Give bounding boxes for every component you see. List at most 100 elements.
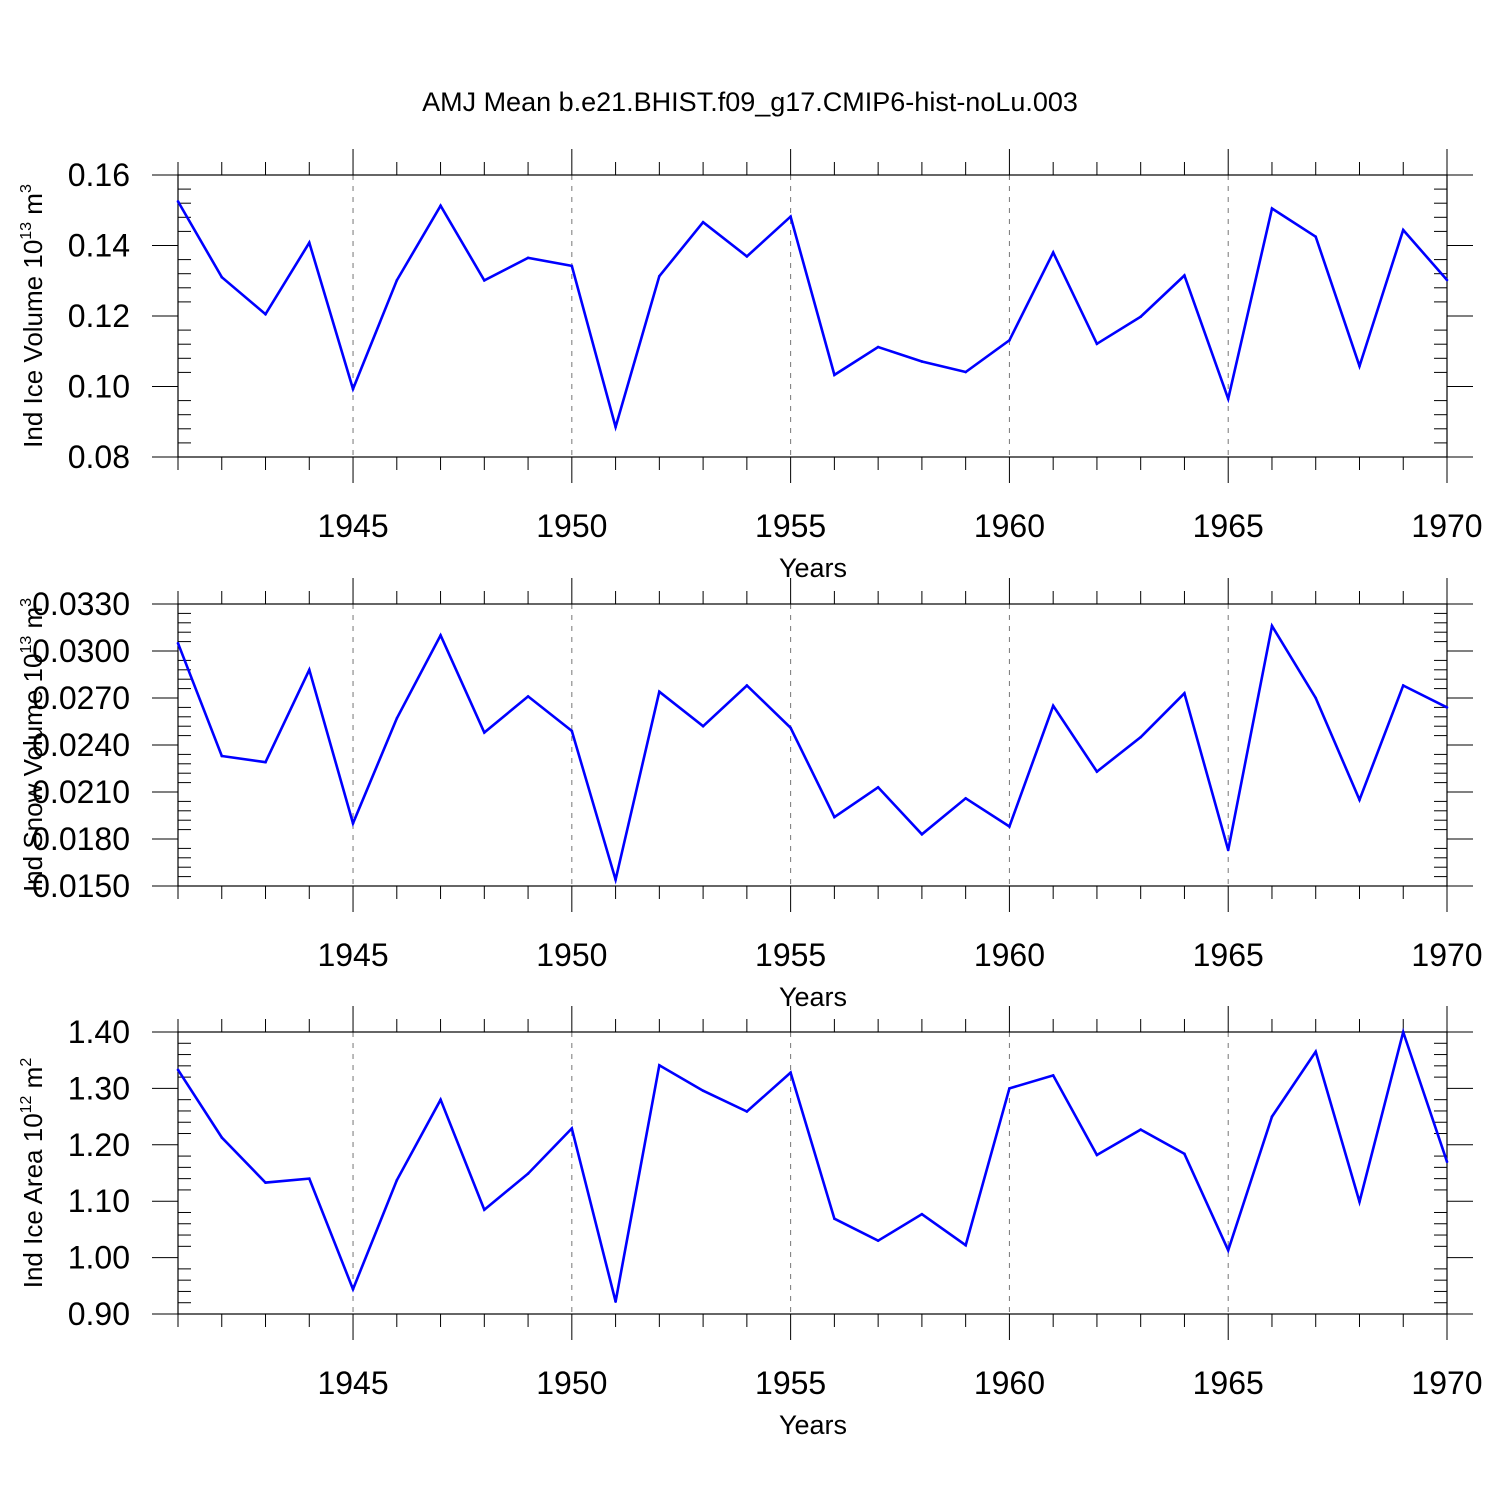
x-tick-label: 1965 [1193, 508, 1264, 544]
data-point [351, 822, 355, 825]
data-point [483, 731, 486, 734]
x-tick-label: 1970 [1411, 508, 1482, 544]
data-point [920, 1212, 924, 1216]
data-point [1051, 704, 1055, 708]
data-point [614, 878, 617, 882]
data-point [1183, 1152, 1186, 1156]
x-tick-label: 1945 [317, 508, 388, 544]
data-point [439, 1098, 442, 1101]
data-point [789, 726, 792, 730]
y-tick-label: 0.10 [68, 369, 130, 405]
data-point [1226, 1248, 1230, 1252]
data-point [439, 634, 442, 637]
y-tick-label: 1.00 [68, 1240, 130, 1276]
data-point [1314, 696, 1318, 700]
data-point [176, 200, 180, 203]
data-point [351, 387, 355, 391]
data-point [395, 717, 399, 720]
data-point [1095, 770, 1099, 773]
data-point [1358, 1200, 1361, 1204]
data-point [1051, 251, 1055, 254]
data-point [1183, 692, 1186, 695]
data-point [570, 729, 574, 733]
y-tick-label: 0.0300 [32, 633, 130, 669]
x-tick-label: 1955 [755, 508, 826, 544]
y-tick-label: 1.40 [68, 1014, 130, 1050]
data-point [1358, 798, 1361, 802]
data-point [1095, 1153, 1099, 1157]
y-tick-label: 0.90 [68, 1296, 130, 1332]
data-point [439, 204, 442, 207]
data-point [264, 760, 267, 764]
data-point [876, 1239, 880, 1242]
y-axis-label: Ind Ice Volume 1013 m3 [18, 184, 48, 448]
series-line [176, 200, 1448, 432]
y-tick-label: 0.0270 [32, 680, 130, 716]
x-tick-label: 1950 [536, 1365, 607, 1401]
panel-3: 0.90 1.00 1.10 1.20 1.30 1.40 1945 1950 1955 1960… [18, 1006, 1483, 1440]
data-point [526, 695, 530, 698]
data-point [220, 754, 224, 758]
data-point [1139, 315, 1142, 319]
panel-2: 0.0150 0.0180 0.0210 0.0240 0.0270 0.0300 0.03… [18, 578, 1483, 1012]
data-point [1358, 364, 1361, 368]
x-tick-label: 1970 [1411, 1365, 1482, 1401]
x-tick-label: 1950 [536, 937, 607, 973]
data-point [745, 1110, 749, 1113]
plot-frame [177, 174, 1448, 458]
x-tick-label: 1950 [536, 508, 607, 544]
y-tick-label: 1.10 [68, 1183, 130, 1219]
data-point [307, 1177, 311, 1180]
y-tick-label: 0.0150 [32, 868, 130, 904]
series-line [176, 1027, 1449, 1302]
x-tick-label: 1955 [755, 937, 826, 973]
data-point [964, 796, 967, 800]
data-point [176, 641, 180, 645]
data-point [395, 1179, 399, 1182]
data-point [1314, 1050, 1318, 1054]
data-point [1445, 706, 1449, 709]
data-point [964, 370, 967, 374]
x-tick-label: 1960 [974, 508, 1045, 544]
y-tick-label: 1.30 [68, 1070, 130, 1106]
data-point [876, 786, 880, 789]
data-point [220, 1136, 224, 1139]
data-point [1095, 342, 1099, 346]
plot-frame [177, 603, 1448, 887]
y-tick-label: 1.20 [68, 1127, 130, 1163]
data-point [920, 833, 924, 836]
plot-frame [177, 1031, 1448, 1315]
data-point [570, 264, 574, 268]
data-point [658, 274, 661, 278]
data-point [307, 668, 311, 672]
y-tick-label: 0.0330 [32, 586, 130, 622]
y-axis-label: Ind Snow Volume 1013 m3 [18, 598, 48, 892]
y-tick-label: 0.14 [68, 228, 130, 264]
data-point [745, 684, 749, 687]
data-point [701, 724, 705, 728]
data-point [1270, 207, 1274, 210]
data-point [1270, 1115, 1274, 1118]
y-tick-label: 0.12 [68, 298, 130, 334]
y-tick-label: 0.0210 [32, 774, 130, 810]
data-point [1008, 1087, 1011, 1090]
x-tick-label: 1960 [974, 1365, 1045, 1401]
y-axis-label: Ind Ice Area 1012 m2 [18, 1058, 48, 1289]
y-tick-label: 0.0240 [32, 727, 130, 763]
figure-title: AMJ Mean b.e21.BHIST.f09_g17.CMIP6-hist-… [422, 87, 1078, 117]
y-tick-label: 0.08 [68, 439, 130, 475]
data-point [1051, 1074, 1055, 1077]
x-tick-label: 1945 [317, 937, 388, 973]
data-point [351, 1287, 355, 1291]
x-tick-label: 1945 [317, 1365, 388, 1401]
data-point [1401, 228, 1405, 232]
y-tick-label: 0.16 [68, 157, 130, 193]
x-axis-label: Years [779, 553, 847, 583]
data-point [614, 1300, 617, 1303]
data-point [1139, 1128, 1142, 1131]
x-tick-label: 1965 [1193, 937, 1264, 973]
data-point [176, 1068, 180, 1072]
data-point [1401, 684, 1405, 687]
